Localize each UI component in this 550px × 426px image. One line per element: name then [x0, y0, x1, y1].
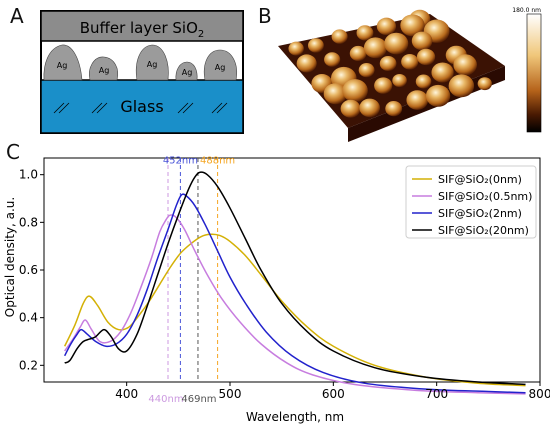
afm-grain — [374, 77, 393, 94]
x-tick-label: 700 — [425, 387, 448, 401]
afm-grain — [349, 45, 367, 61]
afm-grain — [416, 48, 436, 66]
y-tick-label: 0.8 — [19, 215, 38, 229]
ag-particle — [175, 61, 198, 81]
x-tick-label: 400 — [115, 387, 138, 401]
afm-grain — [358, 62, 375, 78]
ag-particle — [89, 56, 119, 81]
panel-label-a: A — [10, 4, 24, 28]
afm-surface-image: 180.0 nm — [278, 7, 542, 142]
buffer-layer — [40, 10, 244, 42]
series-line — [63, 233, 526, 387]
afm-grain — [379, 55, 397, 72]
y-tick-label: 0.6 — [19, 263, 38, 277]
afm-grain — [324, 52, 341, 67]
layer-schematic: Buffer layer SiO2 Glass Ag Ag Ag Ag Ag — [40, 10, 244, 134]
afm-grain — [448, 74, 475, 98]
ag-label: Ag — [99, 66, 110, 75]
buffer-layer-label: Buffer layer SiO2 — [80, 19, 205, 40]
afm-grain — [342, 79, 368, 103]
legend-label: SIF@SiO₂(0nm) — [438, 173, 522, 186]
afm-colorbar — [526, 13, 542, 133]
glass-substrate — [40, 79, 244, 134]
glass-label: Glass — [120, 97, 163, 116]
peak-label: 452nm — [163, 156, 198, 167]
ag-label: Ag — [182, 68, 193, 77]
afm-grain — [363, 37, 387, 59]
peak-markers — [167, 158, 219, 382]
afm-grain — [431, 62, 454, 83]
afm-grain — [453, 54, 477, 76]
panel-label-c: C — [6, 140, 20, 164]
y-axis-label: Optical density, a.u. — [3, 197, 17, 317]
peak-label: 440nm — [148, 394, 183, 405]
afm-grain — [384, 32, 409, 55]
afm-grain — [425, 84, 451, 107]
afm-grain — [400, 14, 425, 37]
ag-particle — [203, 49, 237, 81]
panel-label-b: B — [258, 4, 272, 28]
y-tick-label: 0.2 — [19, 358, 38, 372]
afm-grain — [411, 31, 433, 51]
chart-ticks: 400 500 600 700 800 0.2 0.4 0.6 0.8 1.0 — [19, 168, 550, 401]
afm-grain — [340, 99, 361, 118]
peak-label: 469nm — [181, 394, 216, 405]
chart-series — [63, 171, 526, 395]
afm-grain — [385, 101, 403, 117]
chart-legend: SIF@SiO₂(0nm) SIF@SiO₂(0.5nm) SIF@SiO₂(2nm… — [405, 165, 537, 239]
x-tick-label: 600 — [322, 387, 345, 401]
legend-label: SIF@SiO₂(2nm) — [438, 207, 522, 220]
peak-label: 488nm — [200, 156, 235, 167]
x-tick-label: 500 — [219, 387, 242, 401]
afm-grain — [331, 29, 348, 44]
afm-grain — [359, 98, 380, 118]
afm-grain — [296, 54, 317, 73]
afm-grain — [376, 17, 397, 36]
legend-label: SIF@SiO₂(20nm) — [438, 224, 529, 237]
afm-grain — [356, 25, 374, 41]
afm-grain — [401, 54, 419, 70]
x-axis-label: Wavelength, nm — [246, 410, 344, 424]
ag-particle — [135, 44, 169, 81]
afm-grain — [323, 83, 348, 105]
ag-label: Ag — [57, 61, 68, 70]
afm-grain — [307, 38, 324, 53]
afm-grain — [288, 41, 304, 56]
ag-particle — [43, 44, 83, 81]
y-tick-label: 0.4 — [19, 311, 38, 325]
afm-grain — [477, 77, 492, 91]
glass-hatching — [53, 102, 228, 114]
afm-grains — [288, 9, 492, 118]
ag-label: Ag — [215, 63, 226, 72]
afm-grain — [415, 74, 432, 89]
ag-label: Ag — [147, 60, 158, 69]
series-line — [64, 171, 526, 386]
y-tick-label: 1.0 — [19, 168, 38, 182]
afm-grain — [406, 90, 429, 110]
afm-scale-label: 180.0 nm — [512, 7, 541, 14]
legend-frame — [405, 165, 537, 239]
x-tick-label: 800 — [529, 387, 550, 401]
series-line — [64, 214, 526, 395]
optical-density-chart: 400 500 600 700 800 0.2 0.4 0.6 0.8 1.0 452nm 488n… — [3, 156, 550, 425]
legend-label: SIF@SiO₂(0.5nm) — [438, 190, 532, 203]
afm-grain — [392, 73, 407, 88]
